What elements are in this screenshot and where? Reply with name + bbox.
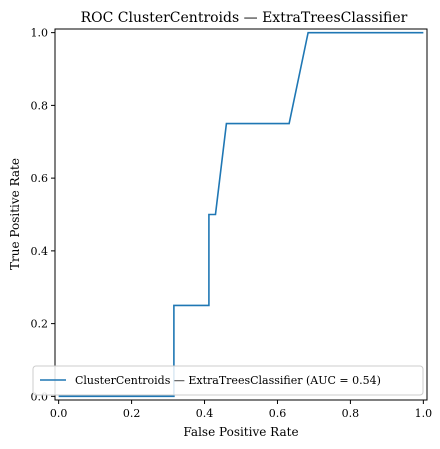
- y-tick-label: 0.2: [31, 318, 49, 331]
- x-tick-label: 0.8: [342, 407, 360, 420]
- x-tick-label: 0.2: [123, 407, 141, 420]
- y-axis-label: True Positive Rate: [8, 158, 22, 270]
- legend: ClusterCentroids — ExtraTreesClassifier …: [32, 365, 424, 396]
- y-tick-label: 1.0: [31, 27, 49, 40]
- x-axis-label: False Positive Rate: [183, 425, 298, 439]
- y-tick-label: 0.4: [31, 245, 49, 258]
- legend-entry-label: ClusterCentroids — ExtraTreesClassifier …: [75, 374, 381, 387]
- x-tick-label: 1.0: [415, 407, 433, 420]
- plot-area: [54, 28, 428, 401]
- x-tick-label: 0.6: [269, 407, 287, 420]
- y-tick-label: 0.6: [31, 172, 49, 185]
- y-tick-label: 0.8: [31, 99, 49, 112]
- x-tick-label: 0.0: [50, 407, 68, 420]
- y-axis-ticks: 0.00.20.40.60.81.0: [31, 27, 55, 403]
- x-tick-label: 0.4: [196, 407, 214, 420]
- x-axis-ticks: 0.0 0.2 0.4 0.6 0.8 1.0: [50, 400, 432, 420]
- series-layer: [58, 31, 424, 398]
- chart-title: ROC ClusterCentroids — ExtraTreesClassif…: [81, 10, 408, 26]
- roc-curve-line: [58, 31, 424, 398]
- plot-frame: [54, 28, 428, 401]
- legend-box: [32, 365, 424, 396]
